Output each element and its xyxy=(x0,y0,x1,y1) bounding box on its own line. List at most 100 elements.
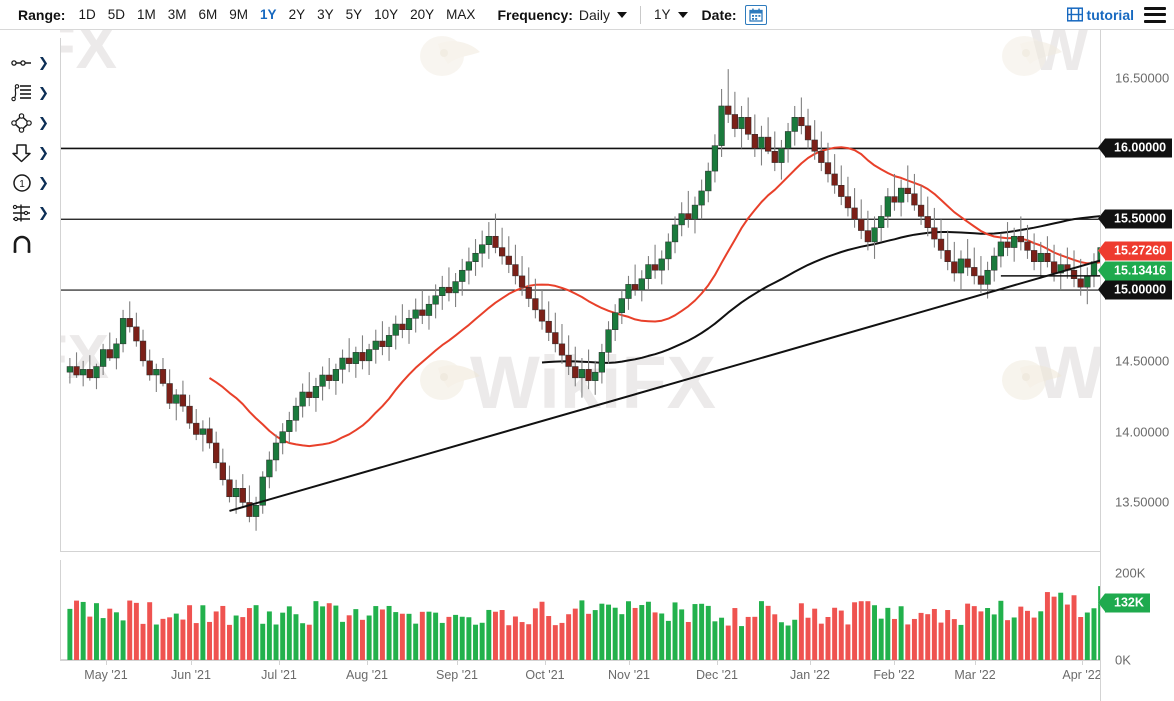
volume-bar xyxy=(233,615,239,660)
volume-bar xyxy=(1091,608,1097,660)
candle-body xyxy=(485,235,492,245)
price-level-badge: 15.00000 xyxy=(1097,280,1173,300)
volume-bar xyxy=(652,612,658,660)
candlestick-series xyxy=(66,69,1101,531)
range-button-max[interactable]: MAX xyxy=(446,6,476,22)
chevron-down-icon[interactable] xyxy=(617,11,628,18)
chevron-right-icon[interactable]: ❯ xyxy=(38,145,49,161)
date-axis-tickmark xyxy=(191,660,192,665)
candle-body xyxy=(931,227,938,240)
volume-bar xyxy=(958,624,964,660)
chevron-right-icon[interactable]: ❯ xyxy=(38,85,49,101)
candle-body xyxy=(944,250,951,262)
badge-arrow xyxy=(1098,209,1105,228)
volume-badge: 132K xyxy=(1098,593,1150,613)
candle-body xyxy=(372,340,379,350)
range-button-6m[interactable]: 6M xyxy=(198,6,218,22)
chevron-down-icon[interactable] xyxy=(677,11,688,18)
chevron-right-icon[interactable]: ❯ xyxy=(38,205,49,221)
volume-axis-tick: 200K xyxy=(1115,565,1146,581)
candle-body xyxy=(984,269,991,285)
moving-average-fast xyxy=(208,146,1101,448)
chevron-right-icon[interactable]: ❯ xyxy=(38,55,49,71)
range-button-2y[interactable]: 2Y xyxy=(288,6,306,22)
candle-body xyxy=(598,352,605,373)
candle-body xyxy=(1057,264,1064,274)
date-axis-tickmark xyxy=(545,660,546,665)
date-axis-tickmark xyxy=(629,660,630,665)
candle-body xyxy=(366,349,373,362)
arrow-tool[interactable]: ❯ xyxy=(8,140,58,166)
price-chart-panel[interactable] xyxy=(60,38,1101,552)
candle-body xyxy=(113,343,120,359)
magnet-tool[interactable] xyxy=(8,232,58,258)
frequency-value[interactable]: Daily xyxy=(578,6,611,23)
trendline-tool[interactable]: ❯ xyxy=(8,50,58,76)
volume-bar xyxy=(632,607,638,660)
tutorial-link[interactable]: tutorial xyxy=(1066,7,1134,23)
candle-body xyxy=(951,261,958,274)
range-button-9m[interactable]: 9M xyxy=(229,6,249,22)
volume-bar xyxy=(865,601,871,660)
range-button-20y[interactable]: 20Y xyxy=(410,6,435,22)
candle-body xyxy=(904,187,911,195)
range-button-group: 1D 5D 1M 3M 6M 9M 1Y 2Y 3Y 5Y 10Y 20Y MAX xyxy=(72,6,481,24)
fibonacci-tool[interactable]: ❯ xyxy=(8,200,58,226)
candle-body xyxy=(1017,235,1024,243)
candle-body xyxy=(957,258,965,274)
volume-bar xyxy=(626,601,631,660)
annotation-tool[interactable]: ❯ xyxy=(8,80,58,106)
volume-bar xyxy=(512,616,518,660)
uptrend-line[interactable] xyxy=(229,216,1101,512)
volume-bar xyxy=(486,609,492,660)
volume-bar xyxy=(87,616,93,660)
candle-body xyxy=(326,374,333,381)
volume-bar xyxy=(127,600,133,660)
volume-bar xyxy=(798,603,804,660)
x-axis-line xyxy=(60,660,1100,661)
range-button-1d[interactable]: 1D xyxy=(78,6,96,22)
numbered-circle-icon: 1 xyxy=(8,173,36,193)
y-axis[interactable]: 16.50000 16.00000 15.50000 15.00000 14.50000… xyxy=(1097,30,1174,701)
range-button-1y[interactable]: 1Y xyxy=(260,6,277,22)
range-button-5y[interactable]: 5Y xyxy=(345,6,363,22)
shapes-tool[interactable]: ❯ xyxy=(8,110,58,136)
chevron-right-icon[interactable]: ❯ xyxy=(38,115,49,131)
candle-body xyxy=(392,323,399,336)
candle-body xyxy=(1031,250,1038,262)
candle-body xyxy=(698,190,705,206)
badge-arrow xyxy=(1098,593,1105,612)
candle-body xyxy=(173,394,180,404)
volume-bar xyxy=(759,601,764,660)
range-button-1m[interactable]: 1M xyxy=(136,6,156,22)
candle-body xyxy=(106,349,113,359)
candle-body xyxy=(452,281,459,294)
volume-bar xyxy=(386,605,392,660)
volume-bar xyxy=(207,621,212,660)
period-value[interactable]: 1Y xyxy=(654,7,671,22)
candle-body xyxy=(558,343,566,356)
marker-tool[interactable]: 1 ❯ xyxy=(8,170,58,196)
candle-body xyxy=(964,258,971,268)
range-button-5d[interactable]: 5D xyxy=(107,6,125,22)
volume-bar xyxy=(353,609,359,660)
down-arrow-icon xyxy=(8,143,36,163)
calendar-icon[interactable] xyxy=(744,4,767,25)
volume-chart-panel[interactable] xyxy=(60,560,1101,660)
moving-average-slow xyxy=(541,215,1101,364)
range-button-3y[interactable]: 3Y xyxy=(317,6,334,22)
volume-bar xyxy=(133,602,139,660)
volume-bar xyxy=(260,623,266,660)
candle-body xyxy=(612,312,619,330)
range-button-10y[interactable]: 10Y xyxy=(374,6,399,22)
volume-bar xyxy=(360,619,365,660)
candle-body xyxy=(512,264,519,277)
chevron-right-icon[interactable]: ❯ xyxy=(38,175,49,191)
volume-bar xyxy=(1064,604,1070,660)
candle-body xyxy=(166,383,173,404)
volume-bar xyxy=(971,606,977,660)
candle-body xyxy=(711,145,719,172)
shapes-icon xyxy=(8,113,36,133)
hamburger-menu-icon[interactable] xyxy=(1144,6,1166,23)
range-button-3m[interactable]: 3M xyxy=(167,6,187,22)
